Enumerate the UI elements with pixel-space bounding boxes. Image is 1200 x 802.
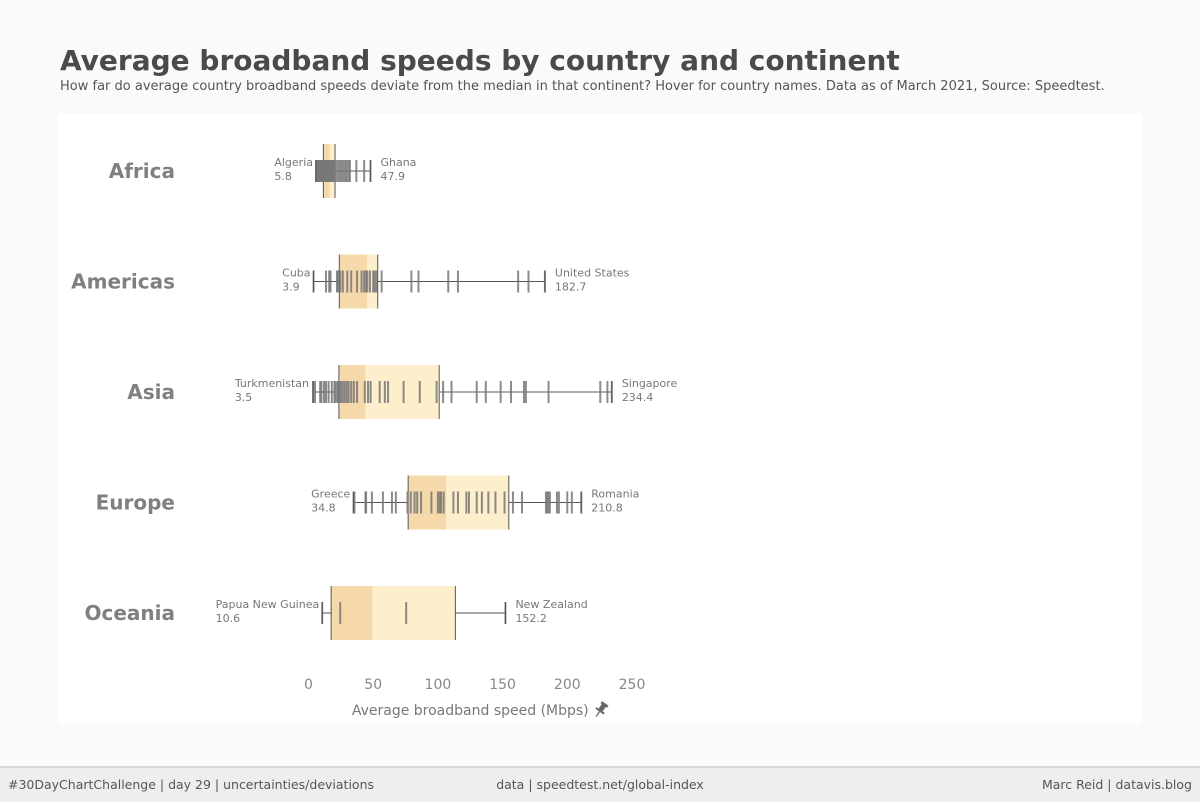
footer-data-source[interactable]: data | speedtest.net/global-index — [496, 777, 704, 792]
x-tick-label: 250 — [619, 677, 646, 693]
box-lower-oceania[interactable] — [331, 586, 373, 640]
min-value-label-americas: 3.9 — [282, 281, 300, 294]
chart-title: Average broadband speeds by country and … — [60, 44, 900, 77]
continent-label-asia: Asia — [127, 380, 175, 404]
max-value-label-europe: 210.8 — [591, 502, 623, 515]
x-tick-label: 100 — [425, 677, 452, 693]
max-value-label-africa: 47.9 — [380, 170, 405, 183]
max-value-label-asia: 234.4 — [622, 391, 654, 404]
x-tick-label: 0 — [304, 677, 313, 693]
min-country-label-africa: Algeria — [274, 156, 313, 169]
min-country-label-europe: Greece — [311, 488, 350, 501]
max-country-label-asia: Singapore — [622, 377, 678, 390]
max-value-label-oceania: 152.2 — [515, 612, 547, 625]
footer-hashtag: #30DayChartChallenge | day 29 | uncertai… — [8, 777, 374, 792]
chart-subtitle: How far do average country broadband spe… — [60, 79, 1105, 94]
min-value-label-africa: 5.8 — [274, 170, 292, 183]
box-upper-asia[interactable] — [365, 365, 440, 419]
max-country-label-europe: Romania — [591, 488, 639, 501]
min-value-label-asia: 3.5 — [235, 391, 253, 404]
footer-author[interactable]: Marc Reid | datavis.blog — [1041, 777, 1192, 792]
max-value-label-americas: 182.7 — [555, 281, 587, 294]
min-country-label-asia: Turkmenistan — [234, 377, 309, 390]
pin-icon[interactable] — [592, 701, 609, 720]
min-country-label-americas: Cuba — [282, 267, 310, 280]
chart-panel — [58, 114, 1142, 724]
min-value-label-oceania: 10.6 — [216, 612, 241, 625]
max-country-label-americas: United States — [555, 267, 630, 280]
continent-label-oceania: Oceania — [84, 601, 175, 625]
max-country-label-oceania: New Zealand — [515, 598, 587, 611]
continent-label-americas: Americas — [71, 270, 175, 294]
max-country-label-africa: Ghana — [380, 156, 416, 169]
x-axis-label: Average broadband speed (Mbps) — [352, 703, 589, 719]
continent-label-europe: Europe — [96, 491, 175, 515]
x-tick-label: 200 — [554, 677, 581, 693]
min-country-label-oceania: Papua New Guinea — [216, 598, 320, 611]
continent-label-africa: Africa — [109, 159, 175, 183]
x-tick-label: 150 — [489, 677, 516, 693]
min-value-label-europe: 34.8 — [311, 502, 336, 515]
x-tick-label: 50 — [364, 677, 382, 693]
box-upper-oceania[interactable] — [372, 586, 456, 640]
footer-bar: #30DayChartChallenge | day 29 | uncertai… — [0, 766, 1200, 802]
